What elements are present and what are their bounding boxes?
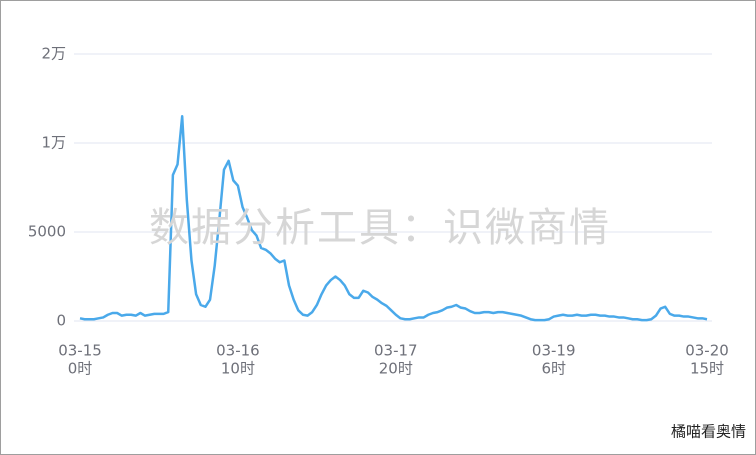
x-tick-label: 03-16 xyxy=(216,342,260,360)
x-tick-label: 03-19 xyxy=(532,342,576,360)
x-tick-label: 15时 xyxy=(690,360,724,378)
x-tick-label: 03-17 xyxy=(374,342,418,360)
x-tick-label: 20时 xyxy=(379,360,413,378)
y-tick-label: 5000 xyxy=(28,223,66,241)
x-tick-label: 10时 xyxy=(221,360,255,378)
x-tick-label: 0时 xyxy=(68,360,93,378)
y-tick-label: 0 xyxy=(56,312,66,330)
watermark: 数据分析工具：识微商情 xyxy=(149,205,611,251)
line xyxy=(79,115,708,322)
x-tick-label: 03-20 xyxy=(685,342,729,360)
corner-text: 橘喵看奥情 xyxy=(671,423,746,441)
y-tick-label: 1万 xyxy=(41,134,66,152)
x-tick-label: 03-15 xyxy=(58,342,102,360)
x-tick-label: 6时 xyxy=(541,360,566,378)
y-tick-label: 2万 xyxy=(41,45,66,63)
